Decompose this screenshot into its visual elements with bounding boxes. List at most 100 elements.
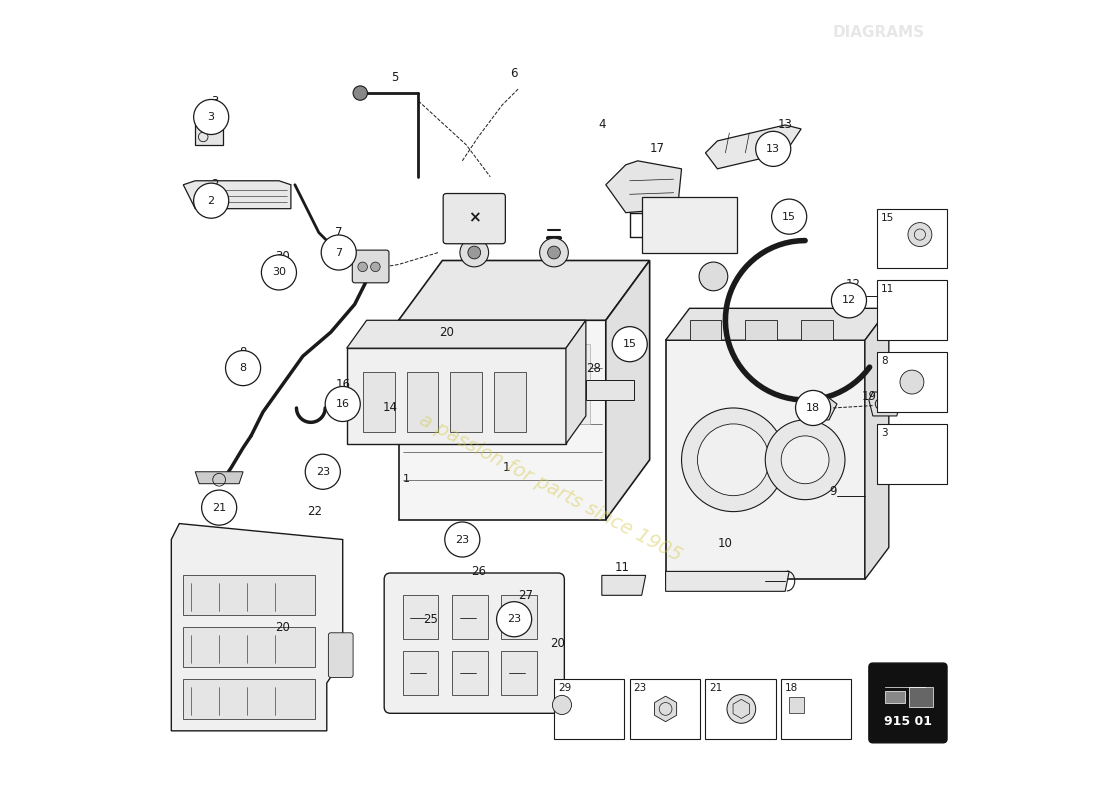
Text: 30: 30 — [272, 267, 286, 278]
Text: 13: 13 — [767, 144, 780, 154]
Text: 6: 6 — [510, 66, 518, 80]
Text: 27: 27 — [518, 589, 534, 602]
Text: 15: 15 — [881, 213, 894, 222]
Text: DIAGRAMS: DIAGRAMS — [833, 26, 925, 40]
Bar — [781, 679, 851, 739]
Bar — [586, 380, 634, 400]
Polygon shape — [346, 320, 586, 348]
FancyBboxPatch shape — [384, 573, 564, 714]
Text: 16: 16 — [336, 399, 350, 409]
Text: 7: 7 — [336, 226, 342, 239]
Bar — [789, 697, 803, 713]
Text: a passion for parts since 1905: a passion for parts since 1905 — [416, 410, 684, 566]
Text: 10: 10 — [718, 537, 733, 550]
Bar — [407, 372, 439, 432]
Circle shape — [358, 262, 367, 272]
Text: 915 01: 915 01 — [884, 714, 932, 728]
Circle shape — [795, 390, 830, 426]
Polygon shape — [172, 523, 343, 731]
Bar — [502, 595, 537, 639]
Text: 18: 18 — [806, 403, 821, 413]
Text: 30: 30 — [276, 250, 290, 263]
Text: 3: 3 — [881, 428, 888, 438]
Text: 18: 18 — [785, 683, 799, 693]
Circle shape — [781, 436, 829, 484]
Text: 26: 26 — [471, 565, 486, 578]
Circle shape — [682, 408, 785, 512]
Bar — [403, 595, 439, 639]
Bar — [184, 679, 315, 719]
Text: 7: 7 — [336, 247, 342, 258]
Bar — [363, 372, 395, 432]
Text: ×: × — [468, 210, 481, 226]
Bar — [801, 320, 833, 340]
Text: 1: 1 — [503, 462, 510, 474]
Circle shape — [832, 283, 867, 318]
Text: 11: 11 — [881, 285, 894, 294]
Circle shape — [900, 370, 924, 394]
Text: 29: 29 — [558, 683, 571, 693]
Circle shape — [552, 695, 572, 714]
Bar — [452, 651, 487, 695]
Text: 29: 29 — [623, 326, 637, 338]
Polygon shape — [606, 161, 682, 213]
Text: 23: 23 — [507, 614, 521, 624]
Bar — [184, 575, 315, 615]
Text: 23: 23 — [455, 534, 470, 545]
Text: 23: 23 — [316, 466, 330, 477]
Text: 15: 15 — [782, 212, 796, 222]
Circle shape — [727, 694, 756, 723]
Text: 28: 28 — [586, 362, 602, 374]
Polygon shape — [602, 575, 646, 595]
Polygon shape — [869, 392, 901, 416]
Circle shape — [321, 235, 356, 270]
Bar — [909, 687, 933, 707]
Bar — [690, 320, 722, 340]
Text: 21: 21 — [710, 683, 723, 693]
Text: 20: 20 — [550, 637, 565, 650]
Text: 2: 2 — [208, 196, 214, 206]
Bar — [884, 691, 905, 703]
Polygon shape — [195, 472, 243, 484]
Text: 25: 25 — [424, 613, 438, 626]
Text: 3: 3 — [208, 112, 214, 122]
Text: 12: 12 — [842, 295, 856, 306]
Circle shape — [766, 420, 845, 500]
Polygon shape — [398, 320, 606, 519]
Text: 19: 19 — [861, 390, 877, 402]
Text: 15: 15 — [623, 339, 637, 349]
Text: 22: 22 — [307, 505, 322, 518]
Text: 8: 8 — [240, 346, 246, 358]
Circle shape — [371, 262, 381, 272]
Circle shape — [756, 131, 791, 166]
Bar — [346, 348, 565, 444]
Text: 3: 3 — [211, 94, 219, 107]
Circle shape — [771, 199, 806, 234]
Polygon shape — [184, 181, 290, 209]
Circle shape — [226, 350, 261, 386]
Bar — [641, 197, 737, 253]
Text: 20: 20 — [275, 621, 290, 634]
Circle shape — [194, 183, 229, 218]
FancyBboxPatch shape — [869, 663, 947, 743]
Circle shape — [262, 255, 297, 290]
Circle shape — [460, 238, 488, 267]
Circle shape — [353, 86, 367, 100]
Circle shape — [468, 246, 481, 259]
Polygon shape — [666, 571, 789, 591]
Text: 14: 14 — [383, 402, 398, 414]
Circle shape — [697, 424, 769, 496]
Text: 17: 17 — [650, 142, 666, 155]
Polygon shape — [865, 308, 889, 579]
Bar — [877, 352, 947, 412]
Text: 23: 23 — [634, 683, 647, 693]
Text: 4: 4 — [598, 118, 606, 131]
Text: 8: 8 — [240, 363, 246, 373]
Text: 20: 20 — [439, 326, 454, 338]
Text: 8: 8 — [881, 356, 888, 366]
Text: 5: 5 — [390, 70, 398, 84]
Bar — [184, 627, 315, 667]
Bar — [502, 651, 537, 695]
Text: 11: 11 — [614, 561, 629, 574]
Circle shape — [700, 262, 728, 290]
